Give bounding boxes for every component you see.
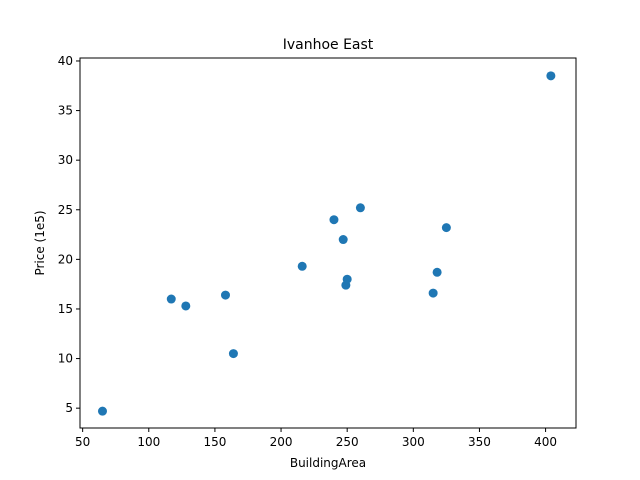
x-tick-label: 400	[534, 435, 557, 449]
x-tick-label: 200	[270, 435, 293, 449]
scatter-point	[546, 71, 556, 81]
y-tick-label: 5	[65, 401, 73, 415]
y-tick-label: 15	[58, 302, 73, 316]
x-tick-label: 250	[336, 435, 359, 449]
scatter-point	[166, 294, 176, 304]
ticks-layer: 50 100 150 200 250 300 350 400 5 10 15 20 25 30 35 40	[58, 54, 557, 449]
scatter-point	[97, 406, 107, 416]
scatter-point	[355, 203, 365, 213]
y-tick-label: 35	[58, 104, 73, 118]
scatter-point	[181, 301, 191, 311]
points-layer	[97, 71, 556, 416]
x-tick-label: 300	[402, 435, 425, 449]
x-tick-label: 150	[203, 435, 226, 449]
x-tick-label: 100	[137, 435, 160, 449]
scatter-point	[432, 267, 442, 277]
scatter-point	[220, 290, 230, 300]
scatter-point	[441, 223, 451, 233]
scatter-point	[428, 288, 438, 298]
scatter-point	[297, 261, 307, 271]
y-tick-label: 25	[58, 203, 73, 217]
y-tick-label: 10	[58, 352, 73, 366]
y-tick-label: 40	[58, 54, 73, 68]
y-tick-label: 20	[58, 252, 73, 266]
y-tick-label: 30	[58, 153, 73, 167]
scatter-point	[338, 235, 348, 245]
plot-area-frame	[79, 57, 577, 429]
scatter-point	[329, 215, 339, 225]
x-tick-label: 350	[468, 435, 491, 449]
chart-title: Ivanhoe East	[283, 37, 374, 53]
scatter-point	[228, 349, 238, 359]
y-axis-label: Price (1e5)	[33, 210, 47, 275]
x-axis-label: BuildingArea	[290, 456, 366, 470]
scatter-point	[342, 274, 352, 284]
x-tick-label: 50	[75, 435, 90, 449]
